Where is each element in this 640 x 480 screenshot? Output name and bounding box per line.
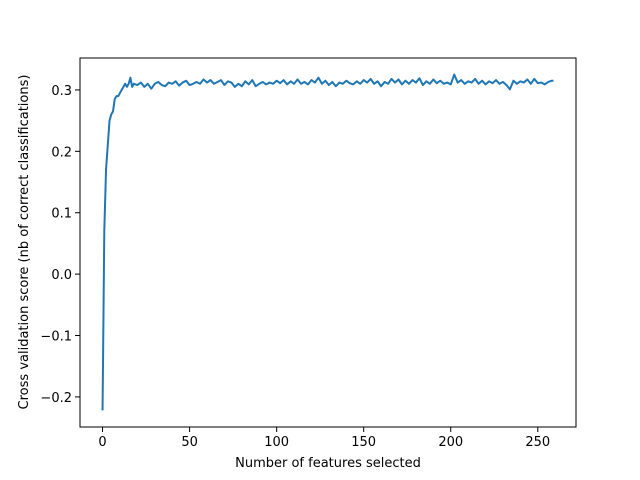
- y-tick-label: 0.3: [51, 84, 72, 99]
- x-tick-label: 100: [264, 435, 289, 450]
- y-tick-label: −0.1: [40, 330, 72, 345]
- y-tick-label: 0.2: [51, 145, 72, 160]
- x-tick-label: 50: [181, 435, 198, 450]
- x-axis-label: Number of features selected: [235, 456, 421, 471]
- x-tick-label: 150: [351, 435, 376, 450]
- y-tick-label: 0.1: [51, 207, 72, 222]
- y-tick-label: −0.2: [40, 391, 72, 406]
- data-line: [101, 73, 554, 411]
- plot-frame: [79, 57, 577, 428]
- y-axis-label: Cross validation score (nb of correct cl…: [17, 75, 32, 410]
- x-tick-label: 200: [438, 435, 463, 450]
- y-tick-label: 0.0: [51, 268, 72, 283]
- x-tick-label: 250: [525, 435, 550, 450]
- x-tick-label: 0: [98, 435, 106, 450]
